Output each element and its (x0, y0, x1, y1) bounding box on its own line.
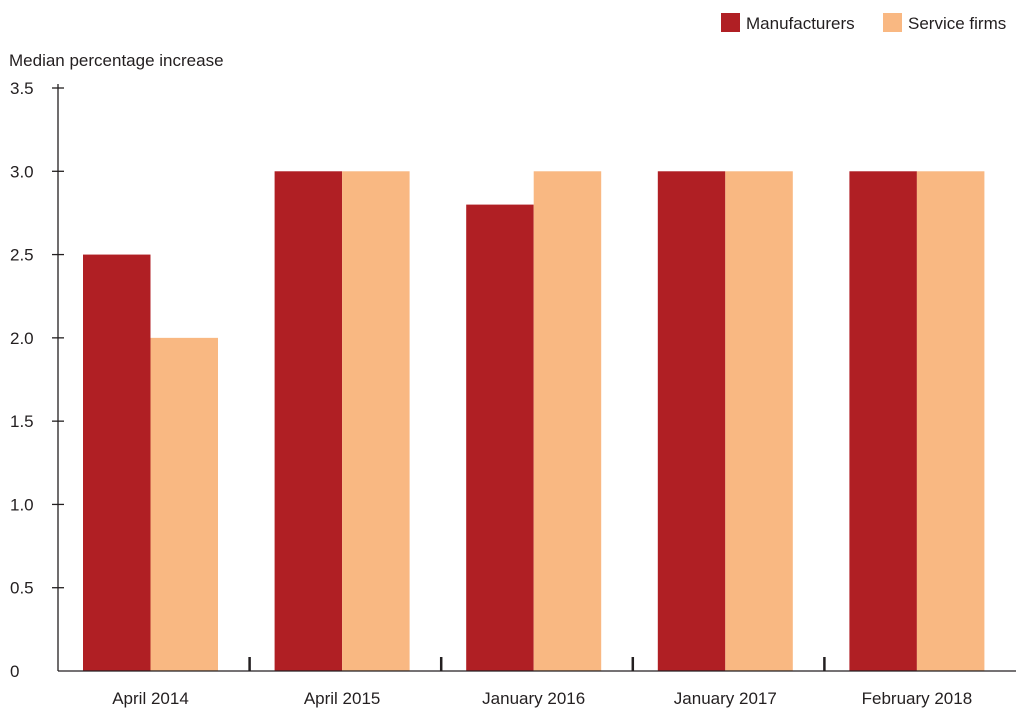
bar-service-firms (725, 171, 793, 672)
legend-label-service-firms: Service firms (908, 14, 1006, 33)
y-tick-label: 3.5 (10, 79, 34, 98)
axes (57, 84, 1016, 672)
x-tick-label: April 2015 (304, 689, 381, 708)
bar-manufacturers (83, 254, 151, 672)
y-axis-title: Median percentage increase (9, 51, 224, 70)
legend-swatch-service-firms (883, 13, 902, 32)
bar-service-firms (916, 171, 985, 672)
y-tick-label: 3.0 (10, 162, 34, 181)
y-axis-ticks: 0 0.5 1.0 1.5 2.0 2.5 3.0 3.5 (10, 79, 64, 681)
x-axis-ticks: April 2014 April 2015 January 2016 January … (112, 657, 972, 708)
bar-manufacturers (466, 204, 534, 671)
x-tick-label: January 2016 (482, 689, 585, 708)
y-tick-label: 1.0 (10, 495, 34, 514)
y-tick-label: 0.5 (10, 579, 34, 598)
y-tick-label: 2.0 (10, 329, 34, 348)
y-tick-label: 2.5 (10, 246, 34, 265)
bar-service-firms (533, 171, 602, 672)
x-tick-label: April 2014 (112, 689, 189, 708)
bar-manufacturers (849, 171, 917, 672)
bar-manufacturers (657, 171, 726, 672)
legend-label-manufacturers: Manufacturers (746, 14, 855, 33)
x-tick-label: January 2017 (674, 689, 777, 708)
legend: Manufacturers Service firms (721, 13, 1006, 33)
bars (83, 171, 985, 672)
bar-manufacturers (274, 171, 343, 672)
bar-service-firms (150, 337, 218, 671)
x-tick-label: February 2018 (862, 689, 973, 708)
legend-swatch-manufacturers (721, 13, 740, 32)
bar-service-firms (342, 171, 410, 672)
y-tick-label: 0 (10, 662, 19, 681)
y-tick-label: 1.5 (10, 412, 34, 431)
